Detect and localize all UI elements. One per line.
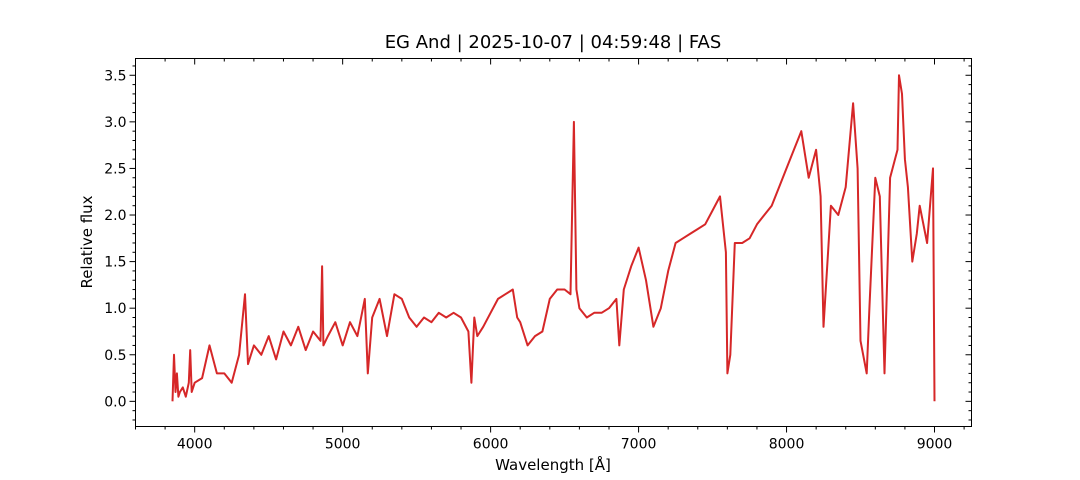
x-axis-label: Wavelength [Å]: [495, 455, 611, 474]
y-tick-label: 0.5: [104, 348, 126, 364]
x-tick-label: 6000: [473, 437, 509, 453]
plot-frame: [135, 58, 972, 427]
x-tick-label: 5000: [325, 437, 361, 453]
x-tick-label: 7000: [621, 437, 657, 453]
x-axis: 4000 5000 6000 7000 8000 9000: [135, 58, 965, 453]
y-tick-label: 2.5: [104, 161, 126, 177]
x-tick-label: 4000: [177, 437, 213, 453]
x-tick-label: 8000: [769, 437, 805, 453]
plot-area: [171, 74, 936, 402]
y-tick-label: 3.5: [104, 68, 126, 84]
y-tick-label: 3.0: [104, 115, 126, 131]
y-tick-label: 0.0: [104, 394, 126, 410]
x-tick-label: 9000: [917, 437, 953, 453]
y-tick-label: 2.0: [104, 208, 126, 224]
y-axis: 0.0 0.5 1.0 1.5 2.0 2.5 3.0 3.5: [104, 65, 972, 421]
chart-title: EG And | 2025-10-07 | 04:59:48 | FAS: [385, 32, 722, 53]
y-tick-label: 1.5: [104, 255, 126, 271]
y-tick-label: 1.0: [104, 301, 126, 317]
y-axis-label: Relative flux: [78, 195, 96, 288]
spectrum-line-0: [171, 74, 936, 402]
